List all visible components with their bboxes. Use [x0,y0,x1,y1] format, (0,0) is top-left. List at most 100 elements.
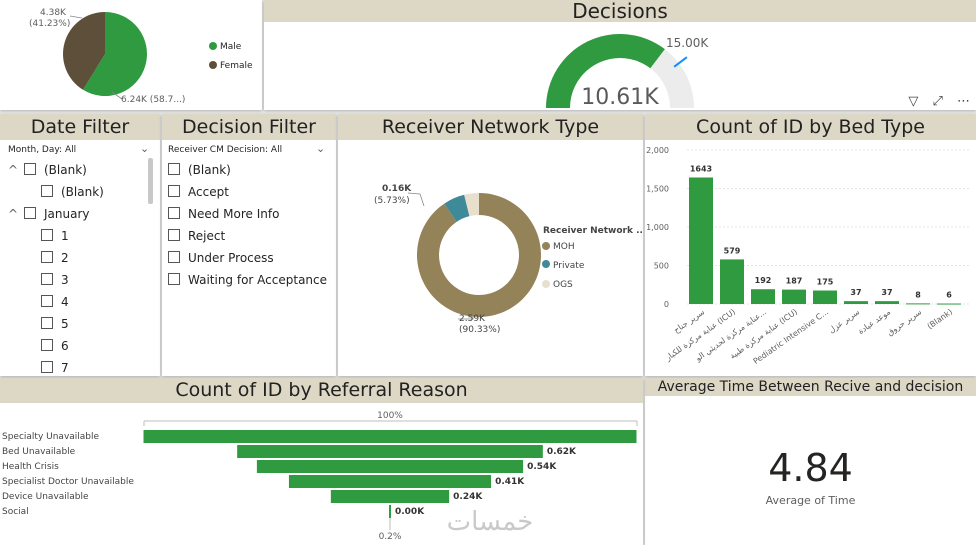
decision-filter-item[interactable]: Waiting for Acceptance [168,273,327,287]
checkbox[interactable] [41,185,53,197]
date-filter-item[interactable]: 4 [41,295,69,309]
date-filter-item-label: (Blank) [61,185,104,199]
bar[interactable] [782,289,806,304]
checkbox[interactable] [41,295,53,307]
male-slice-label: 6.24K (58.7...) [121,95,185,105]
date-filter-item[interactable]: ^ January [8,207,90,221]
checkbox[interactable] [24,163,36,175]
bar[interactable] [906,303,930,305]
decision-filter-title: Decision Filter [162,114,336,140]
date-filter-title: Date Filter [0,114,160,140]
private-slice-value-label: 0.16K [382,184,412,194]
funnel-bar[interactable] [330,490,450,503]
visual-header-icons: ▽ ⤢ ⋯ [908,94,970,109]
decision-filter-item-label: Under Process [188,251,274,265]
decision-filter-item[interactable]: (Blank) [168,163,231,177]
date-filter-item[interactable]: 2 [41,251,69,265]
date-filter-item[interactable]: 6 [41,339,69,353]
funnel-category-label: Specialty Unavailable [2,432,100,442]
bar[interactable] [813,290,837,304]
checkbox[interactable] [168,207,180,219]
funnel-category-label: Specialist Doctor Unavailable [2,477,134,487]
checkbox[interactable] [168,273,180,285]
gauge-target-label: 15.00K [666,36,709,50]
date-filter-item[interactable]: 7 [41,361,69,375]
bed-type-title: Count of ID by Bed Type [645,114,976,140]
date-filter-item-label: January [44,207,90,221]
focus-mode-icon[interactable]: ⤢ [932,94,943,109]
checkbox[interactable] [41,361,53,373]
avg-time-panel: Average Time Between Recive and decision… [645,378,976,545]
funnel-bar[interactable] [256,460,524,473]
funnel-bar[interactable] [389,505,391,518]
legend-ogs-label: OGS [553,280,573,290]
decision-filter-item-label: Waiting for Acceptance [188,273,328,287]
expand-chevron-icon[interactable]: ^ [8,163,19,177]
slice-female[interactable] [63,12,105,90]
checkbox[interactable] [41,251,53,263]
checkbox[interactable] [168,229,180,241]
gauge-target-marker [673,56,688,68]
funnel-bar[interactable] [143,430,637,443]
funnel-bar[interactable] [288,475,492,488]
checkbox[interactable] [41,229,53,241]
bar[interactable] [689,177,713,304]
funnel-top-label: 100% [377,411,403,421]
slice-male[interactable] [83,12,148,97]
date-filter-item-label: 5 [61,317,69,331]
slice-moh[interactable] [417,193,541,317]
bar[interactable] [751,289,775,304]
date-filter-scrollbar[interactable] [148,158,153,204]
gender-pie-chart[interactable]: 4.38K (41.23%) 6.24K (58.7...) Male Fema… [0,0,262,110]
date-filter-item[interactable]: 3 [41,273,69,287]
legend-male-label: Male [220,42,242,52]
funnel-value-label: 0.00K [395,507,425,517]
decision-filter-item[interactable]: Need More Info [168,207,279,221]
bar-value-label: 187 [786,277,803,286]
date-filter-dropdown-icon[interactable]: ⌄ [140,142,150,155]
avg-time-label: Average of Time [765,494,856,507]
date-filter-item-label: 7 [61,361,69,375]
legend-ogs-marker [542,280,550,288]
decisions-gauge[interactable]: 15.00K 10.61K [264,0,976,110]
y-tick-label: 500 [654,262,669,271]
checkbox[interactable] [41,317,53,329]
checkbox[interactable] [24,207,36,219]
date-filter-header: Month, Day: All [8,145,77,155]
watermark: خمسات [447,507,534,537]
network-donut-chart[interactable]: 0.16K (5.73%) 2.59K (90.33%) Receiver Ne… [338,114,643,376]
checkbox[interactable] [168,185,180,197]
date-filter-item[interactable]: ^ (Blank) [8,163,87,177]
bar[interactable] [937,303,961,305]
decisions-panel: Decisions 15.00K 10.61K ▽ ⤢ ⋯ [264,0,976,110]
bar[interactable] [875,301,899,304]
decision-filter-item-label: (Blank) [188,163,231,177]
decision-filter-panel: Decision Filter Receiver CM Decision: Al… [162,114,336,376]
checkbox[interactable] [41,339,53,351]
funnel-value-label: 0.24K [453,492,483,502]
decision-filter-item[interactable]: Accept [168,185,229,199]
funnel-bar[interactable] [237,445,543,458]
checkbox[interactable] [168,251,180,263]
checkbox[interactable] [41,273,53,285]
slice-private[interactable] [444,194,470,222]
checkbox[interactable] [168,163,180,175]
decision-filter-dropdown-icon[interactable]: ⌄ [316,142,326,155]
slice-ogs[interactable] [464,193,479,217]
legend-private-label: Private [553,261,585,271]
decision-filter-item[interactable]: Reject [168,229,225,243]
expand-chevron-icon[interactable]: ^ [8,207,19,221]
bar[interactable] [720,259,744,304]
more-options-icon[interactable]: ⋯ [957,94,970,109]
bar[interactable] [844,301,868,304]
funnel-category-label: Health Crisis [2,462,59,472]
date-filter-item[interactable]: 5 [41,317,69,331]
referral-funnel-chart[interactable]: 100% 0.2% خمسات Specialty Unavailable Bed… [0,378,643,545]
filter-icon[interactable]: ▽ [908,94,919,109]
bar-value-label: 1643 [690,164,712,173]
decision-filter-item[interactable]: Under Process [168,251,274,265]
date-filter-item[interactable]: 1 [41,229,69,243]
decisions-title: Decisions [264,0,976,22]
date-filter-item[interactable]: (Blank) [41,185,104,199]
